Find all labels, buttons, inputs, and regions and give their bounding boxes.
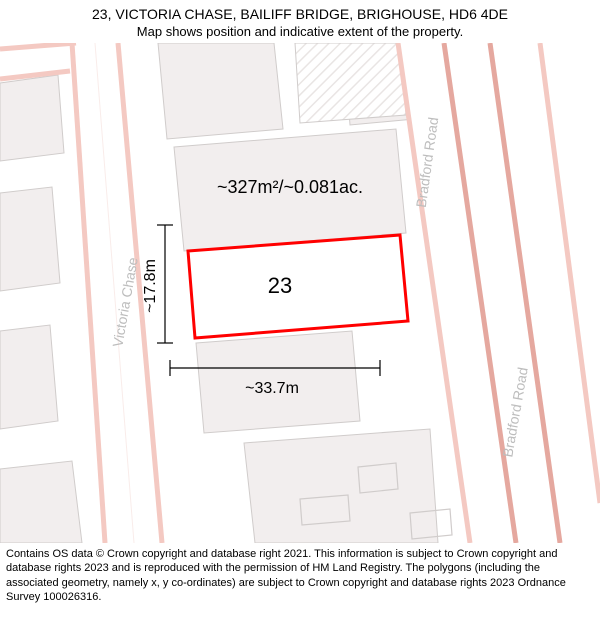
building-block bbox=[0, 187, 60, 291]
building-block bbox=[0, 461, 82, 543]
hatched-area bbox=[295, 43, 406, 123]
building-block bbox=[244, 429, 438, 543]
page-subtitle: Map shows position and indicative extent… bbox=[0, 24, 600, 39]
building-block bbox=[158, 43, 283, 139]
dim-width-label: ~33.7m bbox=[245, 380, 299, 397]
page-title: 23, VICTORIA CHASE, BAILIFF BRIDGE, BRIG… bbox=[0, 6, 600, 22]
plot-number: 23 bbox=[268, 273, 292, 298]
header: 23, VICTORIA CHASE, BAILIFF BRIDGE, BRIG… bbox=[0, 0, 600, 39]
building-block bbox=[0, 325, 58, 429]
building-block bbox=[0, 75, 64, 161]
map: ~327m²/~0.081ac.23~33.7m~17.8mVictoria C… bbox=[0, 43, 600, 543]
dim-height-label: ~17.8m bbox=[142, 259, 159, 313]
copyright-footer: Contains OS data © Crown copyright and d… bbox=[0, 543, 600, 604]
area-label: ~327m²/~0.081ac. bbox=[217, 177, 363, 197]
